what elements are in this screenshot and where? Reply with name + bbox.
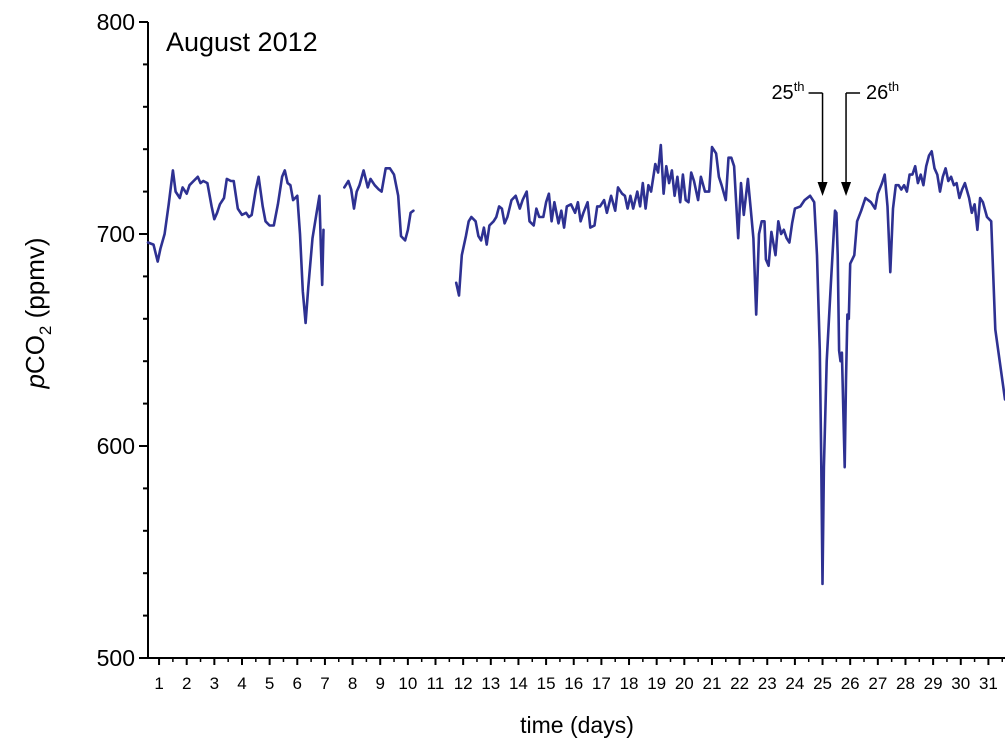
series-line-segment <box>342 167 415 242</box>
x-tick-label: 17 <box>592 674 611 693</box>
chart-title: August 2012 <box>166 27 318 57</box>
annotation-label-base: 26 <box>866 82 888 104</box>
y-axis-title-subscript: 2 <box>36 326 55 335</box>
x-tick-label: 20 <box>675 674 694 693</box>
x-tick-label: 18 <box>620 674 639 693</box>
y-tick-label: 800 <box>97 9 135 35</box>
x-tick-label: 6 <box>293 674 302 693</box>
y-axis-title-prefix: p <box>20 374 50 389</box>
x-axis-ticks: 1 2 3 4 5 6 7 8 9 10 11 12 13 14 15 16 17 18 19 20 21 22 23 24 2… <box>154 658 1003 693</box>
y-tick-label: 700 <box>97 221 135 247</box>
x-axis-title: time (days) <box>520 712 634 738</box>
y-axis-title-suffix: (ppmv) <box>20 237 50 325</box>
x-tick-label: 26 <box>841 674 860 693</box>
x-tick-label: 23 <box>758 674 777 693</box>
x-tick-label: 25 <box>813 674 832 693</box>
x-tick-label: 13 <box>481 674 500 693</box>
x-tick-label: 11 <box>427 674 445 693</box>
axes <box>147 22 1005 659</box>
x-tick-label: 28 <box>896 674 915 693</box>
x-tick-label: 12 <box>454 674 473 693</box>
data-series <box>146 143 1005 586</box>
x-tick-label: 19 <box>647 674 666 693</box>
x-tick-label: 4 <box>237 674 246 693</box>
x-tick-label: 27 <box>868 674 887 693</box>
x-tick-label: 7 <box>320 674 329 693</box>
y-axis-title-main: CO <box>20 335 50 374</box>
x-tick-label: 5 <box>265 674 274 693</box>
x-tick-label: 22 <box>730 674 749 693</box>
x-tick-label: 2 <box>182 674 191 693</box>
y-tick-label: 500 <box>97 645 135 671</box>
x-tick-label: 1 <box>154 674 163 693</box>
x-tick-label: 29 <box>924 674 943 693</box>
x-tick-label: 3 <box>210 674 219 693</box>
y-axis-title: pCO2 (ppmv) <box>20 237 55 389</box>
x-tick-label: 16 <box>564 674 583 693</box>
annotation-label: 26th <box>866 79 899 104</box>
x-tick-label: 10 <box>398 674 417 693</box>
x-tick-label: 21 <box>703 674 722 693</box>
series-line-segment <box>146 169 325 325</box>
annotation-label-base: 25 <box>771 82 793 104</box>
x-tick-label: 24 <box>785 674 804 693</box>
x-tick-label: 8 <box>348 674 357 693</box>
x-tick-label: 15 <box>537 674 556 693</box>
x-tick-label: 9 <box>375 674 384 693</box>
annotation-arrow-head <box>817 182 828 196</box>
y-tick-label: 600 <box>97 433 135 459</box>
annotations: 25th 26th <box>771 79 899 196</box>
series-line-segment <box>454 143 1005 586</box>
x-tick-label: 30 <box>951 674 970 693</box>
annotation-label-sup: th <box>888 79 899 94</box>
annotation-arrow-head <box>841 182 852 196</box>
x-tick-label: 14 <box>509 674 528 693</box>
annotation-label-sup: th <box>794 79 805 94</box>
y-axis-ticks: 500 600 700 800 <box>97 9 148 671</box>
x-tick-label: 31 <box>979 674 998 693</box>
annotation-label: 25th <box>771 79 804 104</box>
